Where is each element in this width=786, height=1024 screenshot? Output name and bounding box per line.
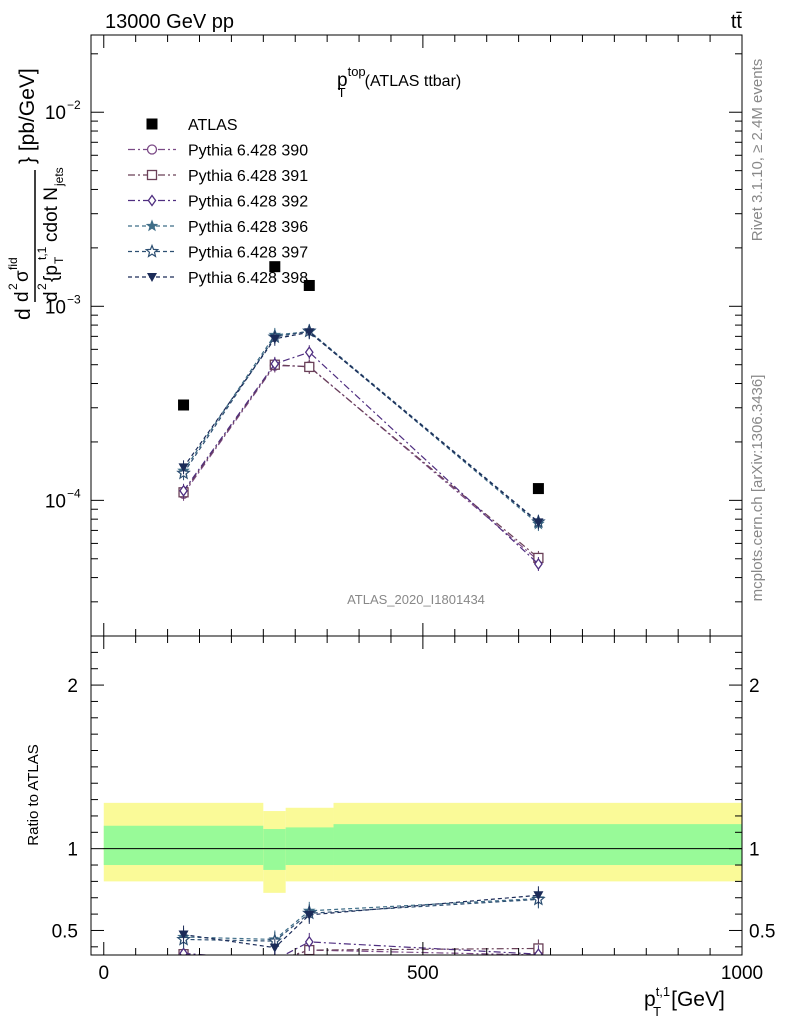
svg-text:T: T: [52, 256, 66, 264]
reference-data-point: [303, 279, 315, 291]
series-point-3: [270, 357, 280, 370]
ratio-line-6: [183, 894, 539, 949]
legend-marker-5: [144, 243, 160, 258]
mcplots-credit-label: mcplots.cern.ch [arXiv:1306.3436]: [749, 375, 766, 602]
series-line-2: [183, 364, 539, 559]
series-point-6: [178, 463, 189, 473]
ratio-point-6: [269, 943, 280, 953]
analysis-id-label: ATLAS_2020_I1801434: [347, 592, 485, 607]
ratio-band-inner: [103, 825, 264, 866]
ratio-point-6: [304, 910, 315, 920]
main-plot-area: 10−210−310−4: [45, 34, 743, 637]
main-y-tick-label-exponent: −2: [67, 98, 81, 112]
series-point-3: [304, 346, 314, 359]
ratio-line-2: [183, 947, 539, 955]
ratio-point-3: [304, 935, 314, 949]
ratio-y-tick-label-right: 1: [749, 840, 760, 861]
legend-marker-1: [146, 144, 158, 155]
main-y-tick-label: 10: [45, 297, 66, 318]
series-point-6: [269, 334, 280, 344]
main-plot-title: ptop T(ATLAS ttbar): [337, 64, 461, 100]
x-tick-label: 1000: [721, 963, 763, 984]
series-line-1: [183, 364, 539, 561]
ratio-line-1: [183, 949, 539, 955]
svg-text:cdot N: cdot N: [41, 187, 62, 242]
legend-label-1: Pythia 6.428 390: [188, 143, 308, 160]
svg-text:} [pb/GeV]: } [pb/GeV]: [16, 68, 39, 164]
svg-text:d: d: [12, 291, 33, 302]
ratio-y-tick-label-left: 2: [67, 676, 78, 697]
svg-text:d: d: [41, 291, 62, 302]
ratio-band-inner: [333, 824, 742, 866]
ratio-plot-frame: [90, 635, 743, 956]
svg-text:2: 2: [6, 283, 20, 290]
legend-label-3: Pythia 6.428 392: [188, 194, 308, 211]
legend-marker-6: [147, 273, 157, 282]
main-y-tick-label: 10: [45, 103, 66, 124]
legend-marker-reference: [146, 118, 158, 130]
ratio-point-6: [178, 930, 189, 940]
legend-label-reference: ATLAS: [188, 117, 238, 134]
ratio-point-2: [270, 956, 279, 965]
legend: ATLAS Pythia 6.428 390 Pythia 6.428 391 Pyt…: [128, 117, 308, 287]
svg-text:{p: {p: [41, 265, 62, 282]
header-collision-label: 13000 GeV pp: [105, 11, 234, 33]
ratio-line-5: [183, 898, 539, 942]
ratio-point-3: [273, 953, 276, 955]
main-y-axis-label: d d 2 σ fid d 2 {p T t,1 cdot N jets } […: [6, 68, 66, 320]
main-y-tick-label-exponent: −4: [67, 486, 81, 500]
ratio-point-1: [270, 957, 279, 966]
svg-text:t,1: t,1: [35, 246, 49, 260]
reference-data-point: [178, 399, 190, 411]
series-line-6: [183, 331, 539, 523]
series-point-2: [304, 361, 315, 373]
legend-marker-2: [146, 169, 158, 181]
svg-text:σ: σ: [12, 270, 33, 282]
series-point-6: [304, 328, 315, 338]
series-line-5: [183, 330, 539, 523]
ratio-plot-area: 0.5 0.5 1 1 2 2 0 500 1000: [52, 635, 775, 984]
ratio-line-3: [183, 941, 539, 955]
legend-label-4: Pythia 6.428 396: [188, 219, 308, 236]
ratio-y-tick-label-right: 2: [749, 676, 760, 697]
ratio-band-inner: [263, 829, 286, 870]
series-point-3: [179, 484, 188, 497]
reference-data-point: [269, 261, 281, 273]
svg-text:2: 2: [35, 283, 49, 290]
legend-label-2: Pythia 6.428 391: [188, 168, 308, 185]
ratio-series-group: [176, 886, 546, 966]
ratio-y-tick-label-right: 0.5: [749, 921, 775, 942]
x-tick-label: 500: [407, 963, 439, 984]
main-y-tick-label: 10: [45, 491, 66, 512]
legend-label-5: Pythia 6.428 397: [188, 245, 308, 262]
svg-text:d: d: [12, 308, 35, 320]
legend-marker-3: [147, 194, 157, 207]
legend-marker-4: [145, 219, 159, 232]
series-line-4: [183, 331, 539, 525]
svg-text:jets: jets: [52, 167, 66, 187]
ratio-y-tick-label-left: 1: [67, 840, 78, 861]
ratio-y-tick-label-left: 0.5: [52, 921, 78, 942]
ratio-line-4: [183, 897, 539, 941]
svg-text:fid: fid: [6, 257, 20, 270]
series-line-3: [183, 351, 539, 565]
ratio-point-3: [534, 948, 543, 955]
ratio-band-inner: [285, 827, 334, 866]
header-process-label: tt̄: [731, 11, 743, 33]
reference-data-point: [532, 483, 544, 495]
x-tick-label: 0: [98, 963, 109, 984]
ratio-y-axis-label: Ratio to ATLAS: [25, 744, 42, 845]
x-axis-label: pt,1 T[GeV]: [644, 984, 725, 1019]
series-point-3: [534, 557, 543, 571]
ratio-point-6: [533, 891, 544, 901]
main-y-tick-label-exponent: −3: [67, 292, 81, 306]
rivet-version-label: Rivet 3.1.10, ≥ 2.4M events: [749, 59, 766, 242]
ratio-point-3: [179, 947, 188, 955]
legend-label-6: Pythia 6.428 398: [188, 270, 308, 287]
series-point-6: [533, 518, 544, 528]
